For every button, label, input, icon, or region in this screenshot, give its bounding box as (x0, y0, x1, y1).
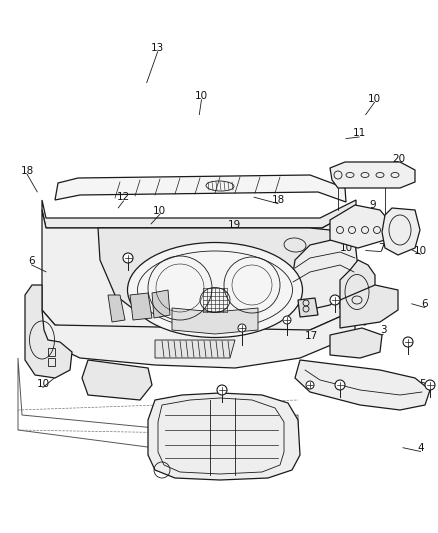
Polygon shape (55, 175, 346, 202)
Text: 9: 9 (369, 200, 376, 210)
Text: 1: 1 (224, 326, 231, 335)
Circle shape (123, 253, 133, 263)
Polygon shape (25, 285, 72, 378)
Polygon shape (82, 360, 152, 400)
Text: 20: 20 (195, 303, 208, 313)
Text: 10: 10 (153, 206, 166, 215)
Text: 8: 8 (167, 422, 174, 431)
Polygon shape (295, 360, 430, 410)
Polygon shape (42, 310, 355, 368)
Circle shape (283, 316, 291, 324)
Text: 10: 10 (414, 246, 427, 255)
Polygon shape (148, 393, 300, 480)
Text: 6: 6 (421, 299, 428, 309)
Text: 6: 6 (28, 256, 35, 266)
Circle shape (335, 380, 345, 390)
Polygon shape (172, 308, 258, 334)
Text: 4: 4 (417, 443, 424, 453)
Polygon shape (42, 200, 356, 228)
Polygon shape (98, 228, 335, 330)
Circle shape (403, 337, 413, 347)
Text: 19: 19 (228, 220, 241, 230)
Text: 13: 13 (151, 43, 164, 53)
Polygon shape (340, 260, 375, 325)
Ellipse shape (127, 243, 303, 337)
Text: 7: 7 (378, 243, 385, 253)
Polygon shape (290, 238, 358, 310)
Polygon shape (42, 210, 356, 348)
Text: 17: 17 (304, 331, 318, 341)
Text: 10: 10 (36, 379, 49, 389)
Text: 18: 18 (272, 195, 285, 205)
Polygon shape (152, 290, 170, 318)
Text: 11: 11 (353, 128, 366, 138)
Text: 10: 10 (339, 243, 353, 253)
Circle shape (330, 295, 340, 305)
Text: 3: 3 (380, 326, 387, 335)
Text: 10: 10 (195, 91, 208, 101)
Circle shape (425, 380, 435, 390)
Text: 16: 16 (285, 287, 298, 297)
Polygon shape (330, 328, 382, 358)
Polygon shape (330, 205, 390, 248)
Text: 15: 15 (169, 289, 182, 299)
Circle shape (238, 324, 246, 332)
Text: 10: 10 (368, 94, 381, 103)
Polygon shape (330, 162, 415, 188)
Text: 20: 20 (392, 154, 405, 164)
Circle shape (306, 381, 314, 389)
Text: 12: 12 (117, 192, 130, 202)
Polygon shape (382, 208, 420, 255)
Text: 18: 18 (21, 166, 34, 175)
Polygon shape (298, 298, 318, 317)
Text: 2: 2 (360, 278, 367, 287)
Circle shape (217, 385, 227, 395)
Polygon shape (130, 293, 152, 320)
Polygon shape (155, 340, 235, 358)
Polygon shape (340, 285, 398, 328)
Text: 5: 5 (419, 379, 426, 389)
Polygon shape (108, 295, 125, 322)
